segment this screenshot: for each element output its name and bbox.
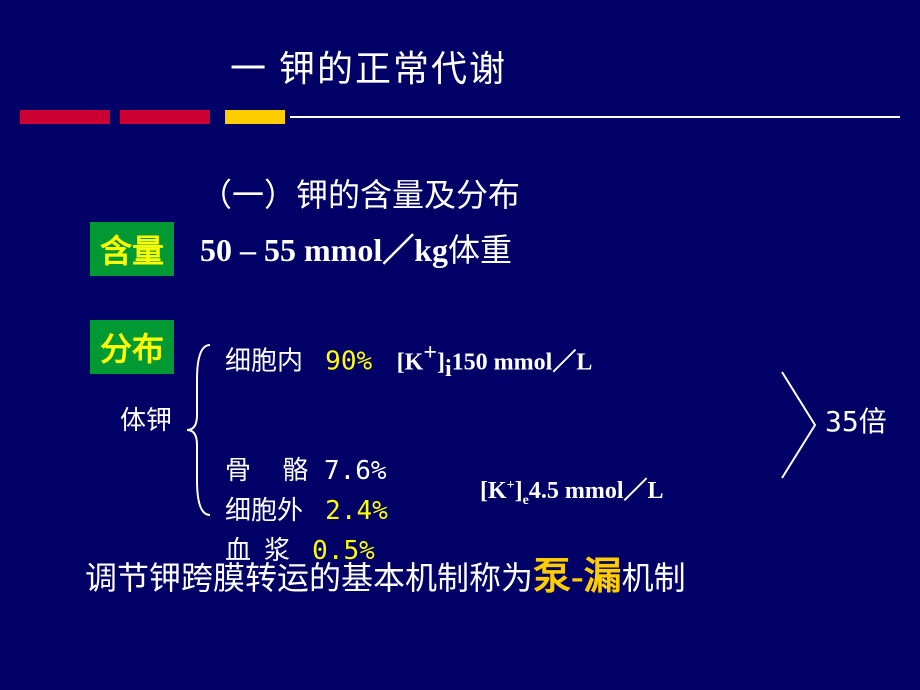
bone-label: 骨 骼 <box>225 456 308 486</box>
ratio-label: 35倍 <box>825 400 887 440</box>
intracellular-pct <box>310 347 326 377</box>
section-subtitle: （一）钾的含量及分布 <box>200 170 520 216</box>
extracellular-pct: 2.4% <box>325 496 388 526</box>
mechanism-suffix: 机制 <box>622 560 686 596</box>
slide-title: 一 钾的正常代谢 <box>230 40 507 92</box>
content-value: 50 – 55 mmol／kg体重 <box>200 225 512 271</box>
extracellular-row: 细胞外 2.4% <box>225 490 388 527</box>
mechanism-prefix: 调节钾跨膜转运的基本机制称为 <box>85 560 533 596</box>
conc-e-prefix: [K <box>480 478 507 504</box>
intracellular-label: 细胞内 <box>225 347 303 376</box>
divider-bar <box>0 110 920 124</box>
conc-prefix: [K <box>397 350 424 376</box>
left-brace-icon <box>185 340 215 520</box>
intracellular-conc <box>379 350 397 376</box>
conc-e-mid: ] <box>515 478 523 504</box>
content-label-box: 含量 <box>90 222 174 276</box>
body-potassium-label: 体钾 <box>120 400 172 437</box>
conc-e-sup: + <box>507 478 515 493</box>
extracellular-label: 细胞外 <box>225 496 303 525</box>
bar-line <box>290 116 900 118</box>
intracellular-pct-val: 90% <box>325 347 372 377</box>
mechanism-highlight: 泵-漏 <box>533 556 622 598</box>
content-value-cn: 体重 <box>448 232 512 268</box>
right-angle-icon <box>780 370 820 480</box>
extracellular-pct-sp <box>310 496 326 526</box>
bar-segment-red <box>120 110 210 124</box>
conc-val: 150 mmol／L <box>452 350 593 376</box>
conc-mid: ] <box>437 350 445 376</box>
mechanism-text: 调节钾跨膜转运的基本机制称为泵-漏机制 <box>85 545 686 600</box>
bone-row: 骨 骼 7.6% <box>225 450 387 487</box>
conc-sub: i <box>445 356 452 382</box>
bone-pct: 7.6% <box>324 456 387 486</box>
conc-e-val: 4.5 mmol／L <box>529 478 664 504</box>
content-value-en: 50 – 55 mmol／kg <box>200 232 448 268</box>
intracellular-row: 细胞内 90% [K+]i150 mmol／L <box>225 340 592 383</box>
distribution-label-box: 分布 <box>90 320 174 374</box>
bar-segment-yellow <box>225 110 285 124</box>
conc-sup: + <box>423 340 437 366</box>
extracellular-conc: [K+]e4.5 mmol／L <box>480 470 664 509</box>
bar-segment-red <box>20 110 110 124</box>
